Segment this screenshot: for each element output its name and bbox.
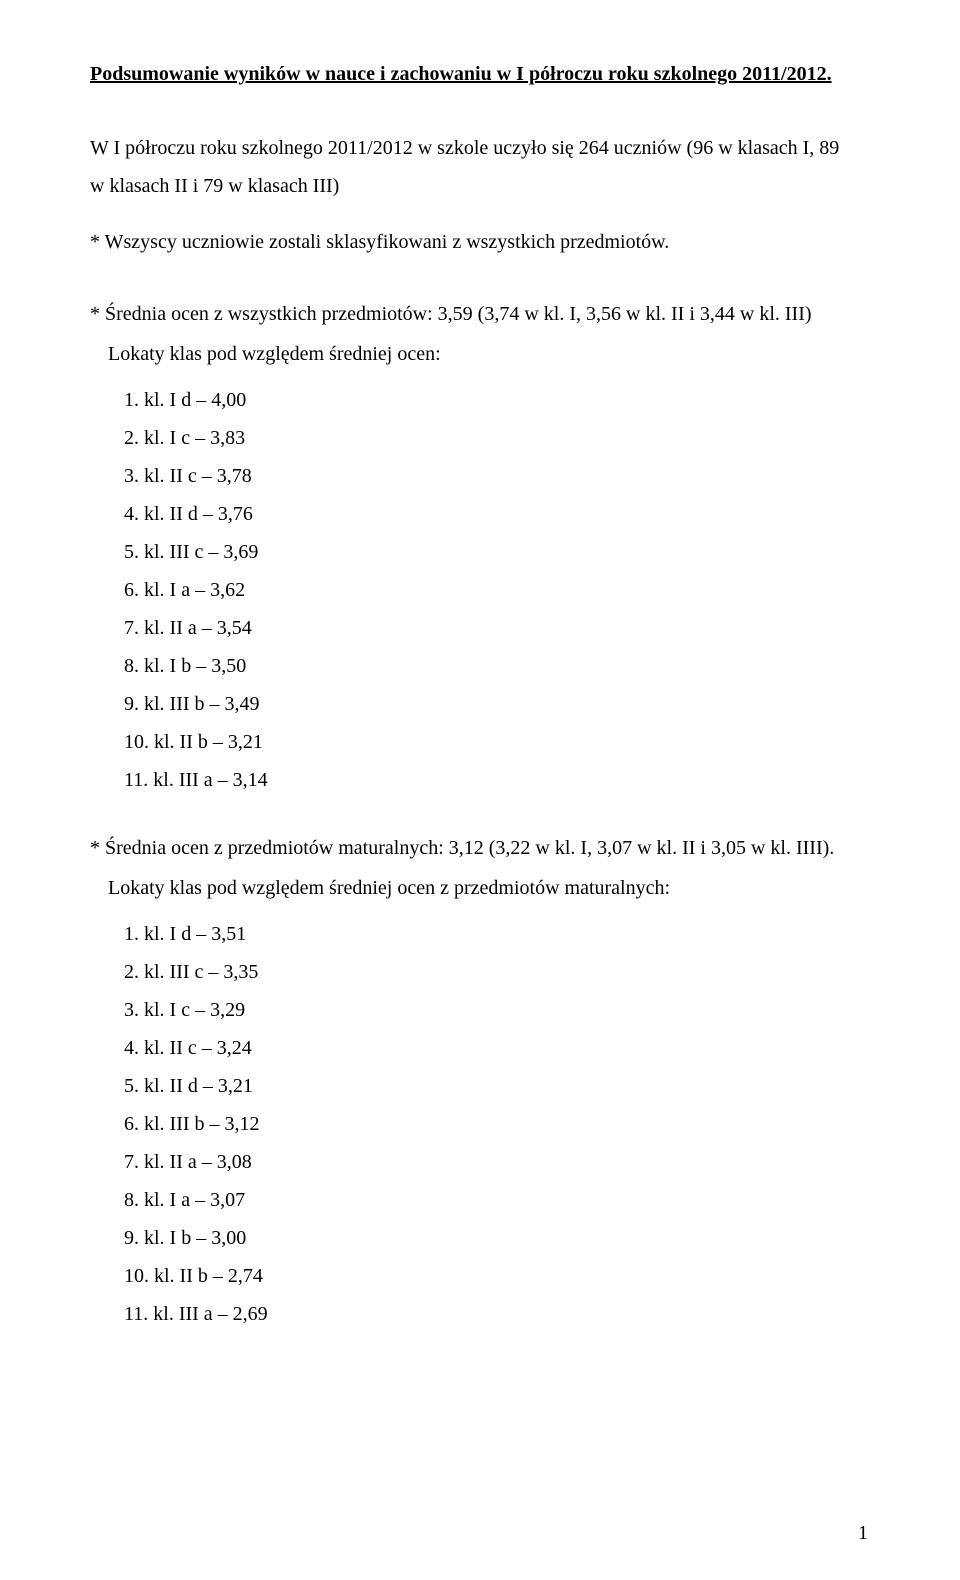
list-item: 8. kl. I b – 3,50	[124, 647, 870, 685]
list-item: 11. kl. III a – 2,69	[124, 1295, 870, 1333]
avg-all-line-1: * Średnia ocen z wszystkich przedmiotów:…	[90, 295, 870, 333]
list-item: 4. kl. II d – 3,76	[124, 495, 870, 533]
list-item: 11. kl. III a – 3,14	[124, 761, 870, 799]
list-avg-all: 1. kl. I d – 4,00 2. kl. I c – 3,83 3. k…	[90, 381, 870, 799]
list-item: 3. kl. I c – 3,29	[124, 991, 870, 1029]
list-item: 10. kl. II b – 3,21	[124, 723, 870, 761]
intro-line-2: w klasach II i 79 w klasach III)	[90, 167, 870, 205]
list-item: 8. kl. I a – 3,07	[124, 1181, 870, 1219]
list-item: 9. kl. I b – 3,00	[124, 1219, 870, 1257]
list-item: 4. kl. II c – 3,24	[124, 1029, 870, 1067]
intro-line-1: W I półroczu roku szkolnego 2011/2012 w …	[90, 129, 870, 167]
list-item: 1. kl. I d – 4,00	[124, 381, 870, 419]
list-item: 7. kl. II a – 3,54	[124, 609, 870, 647]
list-item: 6. kl. I a – 3,62	[124, 571, 870, 609]
intro-line-3: * Wszyscy uczniowie zostali sklasyfikowa…	[90, 223, 870, 261]
list-item: 7. kl. II a – 3,08	[124, 1143, 870, 1181]
avg-mat-line-2: Lokaty klas pod względem średniej ocen z…	[90, 869, 870, 907]
list-item: 2. kl. III c – 3,35	[124, 953, 870, 991]
list-item: 2. kl. I c – 3,83	[124, 419, 870, 457]
list-item: 3. kl. II c – 3,78	[124, 457, 870, 495]
avg-mat-block: * Średnia ocen z przedmiotów maturalnych…	[90, 829, 870, 907]
list-avg-mat: 1. kl. I d – 3,51 2. kl. III c – 3,35 3.…	[90, 915, 870, 1333]
list-item: 1. kl. I d – 3,51	[124, 915, 870, 953]
document-page: Podsumowanie wyników w nauce i zachowani…	[0, 0, 960, 1580]
list-item: 9. kl. III b – 3,49	[124, 685, 870, 723]
avg-mat-line-1: * Średnia ocen z przedmiotów maturalnych…	[90, 829, 870, 867]
page-title: Podsumowanie wyników w nauce i zachowani…	[90, 55, 870, 93]
avg-all-block: * Średnia ocen z wszystkich przedmiotów:…	[90, 295, 870, 373]
spacer	[90, 205, 870, 223]
page-number: 1	[858, 1514, 868, 1552]
list-item: 6. kl. III b – 3,12	[124, 1105, 870, 1143]
list-item: 5. kl. II d – 3,21	[124, 1067, 870, 1105]
avg-all-line-2: Lokaty klas pod względem średniej ocen:	[90, 335, 870, 373]
intro-paragraph: W I półroczu roku szkolnego 2011/2012 w …	[90, 129, 870, 261]
list-item: 10. kl. II b – 2,74	[124, 1257, 870, 1295]
list-item: 5. kl. III c – 3,69	[124, 533, 870, 571]
